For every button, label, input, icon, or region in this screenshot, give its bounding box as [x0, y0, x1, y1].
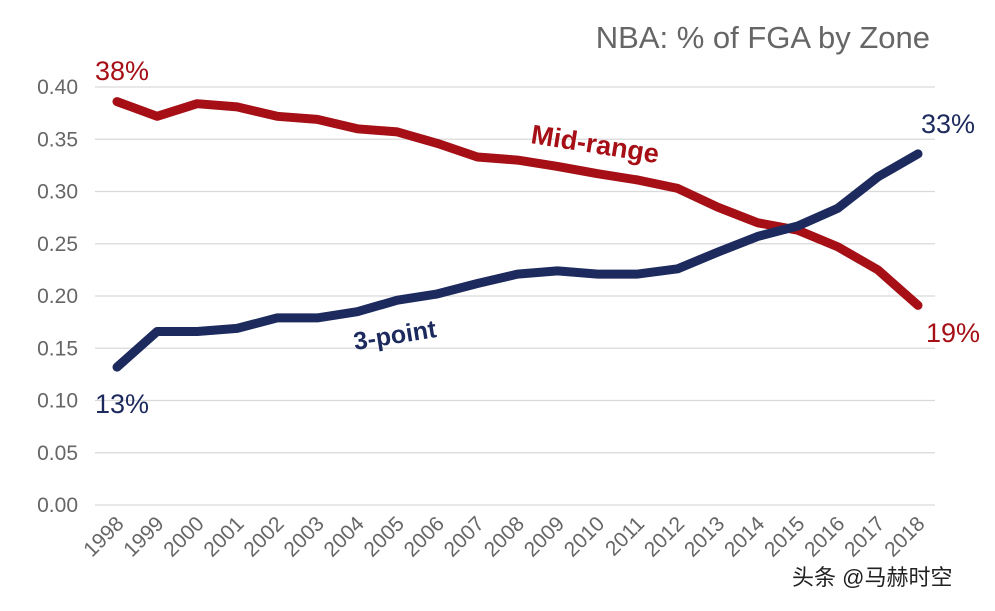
y-tick-label: 0.20: [37, 285, 78, 308]
y-tick-label: 0.40: [37, 76, 78, 99]
x-tick-label: 2012: [640, 512, 689, 561]
x-tick-label: 2003: [279, 512, 328, 561]
x-tick-label: 2016: [800, 512, 849, 561]
end-value-label: 19%: [926, 318, 980, 348]
y-tick-label: 0.00: [37, 494, 78, 517]
x-tick-label: 2008: [480, 512, 529, 561]
x-tick-label: 2004: [320, 512, 370, 562]
series-line-3-point: [112, 149, 923, 372]
y-tick-label: 0.25: [37, 233, 78, 256]
y-tick-label: 0.10: [37, 390, 78, 413]
x-tick-label: 1998: [79, 512, 128, 561]
x-tick-label: 2010: [560, 512, 609, 561]
y-tick-label: 0.15: [37, 337, 78, 360]
x-tick-label: 2001: [199, 512, 248, 561]
x-tick-label: 2000: [159, 512, 208, 561]
x-tick-label: 2011: [601, 512, 649, 560]
watermark: 头条 @马赫时空: [792, 565, 952, 590]
x-tick-label: 2017: [840, 512, 889, 561]
x-tick-label: 2018: [880, 512, 929, 561]
x-tick-label: 2006: [400, 512, 449, 561]
x-tick-label: 2005: [360, 512, 409, 561]
y-tick-label: 0.30: [37, 181, 78, 204]
x-tick-label: 2007: [440, 512, 489, 561]
x-tick-label: 1999: [119, 512, 168, 561]
x-tick-label: 2013: [680, 512, 729, 561]
series-label: 3-point: [352, 315, 439, 356]
x-tick-label: 2014: [720, 512, 770, 562]
x-tick-label: 2009: [520, 512, 569, 561]
chart-title: NBA: % of FGA by Zone: [596, 20, 930, 55]
start-value-label: 38%: [95, 56, 149, 86]
y-tick-label: 0.35: [37, 128, 78, 151]
y-tick-label: 0.05: [37, 442, 78, 465]
x-tick-label: 2015: [760, 512, 809, 561]
start-value-label: 13%: [95, 389, 149, 419]
end-value-label: 33%: [921, 109, 975, 139]
x-tick-label: 2002: [239, 512, 288, 561]
